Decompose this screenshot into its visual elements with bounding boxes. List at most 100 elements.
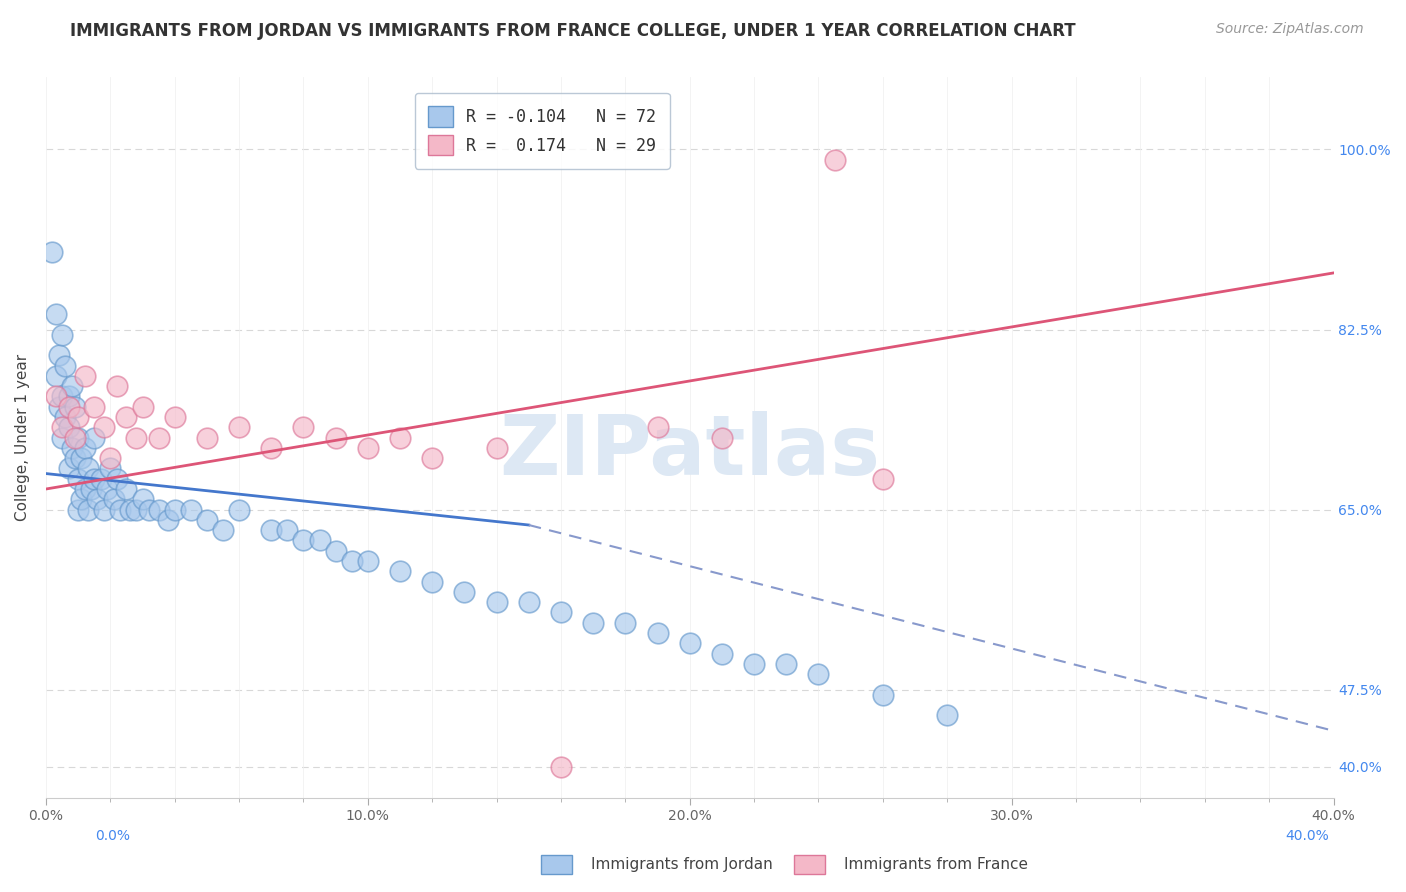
Point xyxy=(83,431,105,445)
Point xyxy=(148,502,170,516)
Point xyxy=(824,153,846,167)
Point xyxy=(108,502,131,516)
Point xyxy=(807,667,830,681)
Point xyxy=(51,389,73,403)
Point xyxy=(93,420,115,434)
Point xyxy=(73,441,96,455)
Point xyxy=(357,441,380,455)
Point xyxy=(163,502,186,516)
Point xyxy=(550,606,572,620)
Text: IMMIGRANTS FROM JORDAN VS IMMIGRANTS FROM FRANCE COLLEGE, UNDER 1 YEAR CORRELATI: IMMIGRANTS FROM JORDAN VS IMMIGRANTS FRO… xyxy=(70,22,1076,40)
Point xyxy=(51,327,73,342)
Point xyxy=(872,472,894,486)
Text: Source: ZipAtlas.com: Source: ZipAtlas.com xyxy=(1216,22,1364,37)
Point xyxy=(550,760,572,774)
Y-axis label: College, Under 1 year: College, Under 1 year xyxy=(15,354,30,521)
Point xyxy=(125,431,148,445)
Point xyxy=(115,482,138,496)
Point xyxy=(45,389,67,403)
Text: 0.0%: 0.0% xyxy=(96,829,131,843)
Point xyxy=(105,472,128,486)
Point xyxy=(260,523,283,537)
Point xyxy=(48,400,70,414)
Point xyxy=(138,502,160,516)
Point xyxy=(96,482,118,496)
Point xyxy=(125,502,148,516)
Point xyxy=(228,420,250,434)
Point xyxy=(742,657,765,671)
Point xyxy=(105,379,128,393)
Point xyxy=(67,472,90,486)
Point xyxy=(58,420,80,434)
Point xyxy=(58,400,80,414)
Point xyxy=(325,543,347,558)
Point xyxy=(98,451,121,466)
Point xyxy=(775,657,797,671)
Point xyxy=(83,400,105,414)
Point xyxy=(73,482,96,496)
Point xyxy=(63,451,86,466)
Point xyxy=(308,533,330,548)
Point xyxy=(115,409,138,424)
Point xyxy=(485,595,508,609)
Point xyxy=(710,647,733,661)
Point xyxy=(51,431,73,445)
Point xyxy=(614,615,637,630)
Point xyxy=(86,492,108,507)
Point xyxy=(76,502,98,516)
Text: 40.0%: 40.0% xyxy=(1285,829,1329,843)
Point xyxy=(80,482,103,496)
Point xyxy=(103,492,125,507)
Point xyxy=(163,409,186,424)
Point xyxy=(67,431,90,445)
Point xyxy=(67,502,90,516)
Point xyxy=(60,379,83,393)
Point xyxy=(41,245,63,260)
Point xyxy=(357,554,380,568)
Point xyxy=(389,564,412,578)
Point xyxy=(679,636,702,650)
Point xyxy=(647,626,669,640)
Text: ZIPatlas: ZIPatlas xyxy=(499,411,880,492)
Point xyxy=(647,420,669,434)
Point xyxy=(582,615,605,630)
Point xyxy=(485,441,508,455)
Point xyxy=(517,595,540,609)
Point xyxy=(73,368,96,383)
Point xyxy=(45,368,67,383)
Point xyxy=(260,441,283,455)
Point xyxy=(157,513,180,527)
Point xyxy=(420,574,443,589)
Point xyxy=(51,420,73,434)
Point xyxy=(76,461,98,475)
Point xyxy=(45,307,67,321)
Point xyxy=(58,461,80,475)
Point xyxy=(180,502,202,516)
Legend: R = -0.104   N = 72, R =  0.174   N = 29: R = -0.104 N = 72, R = 0.174 N = 29 xyxy=(415,93,669,169)
Text: Immigrants from Jordan: Immigrants from Jordan xyxy=(591,857,772,872)
Point xyxy=(90,472,112,486)
Point xyxy=(70,492,93,507)
Point xyxy=(58,389,80,403)
Point xyxy=(292,533,315,548)
Point xyxy=(710,431,733,445)
Text: Immigrants from France: Immigrants from France xyxy=(844,857,1028,872)
Point xyxy=(325,431,347,445)
Point xyxy=(389,431,412,445)
Point xyxy=(872,688,894,702)
Point xyxy=(195,431,218,445)
Point xyxy=(53,359,76,373)
Point xyxy=(83,472,105,486)
Point xyxy=(93,502,115,516)
Point xyxy=(195,513,218,527)
Point xyxy=(63,431,86,445)
Point xyxy=(131,492,153,507)
Point xyxy=(453,585,475,599)
Point xyxy=(340,554,363,568)
Point xyxy=(60,441,83,455)
Point xyxy=(53,409,76,424)
Point xyxy=(936,708,959,723)
Point xyxy=(212,523,235,537)
Point xyxy=(420,451,443,466)
Point xyxy=(118,502,141,516)
